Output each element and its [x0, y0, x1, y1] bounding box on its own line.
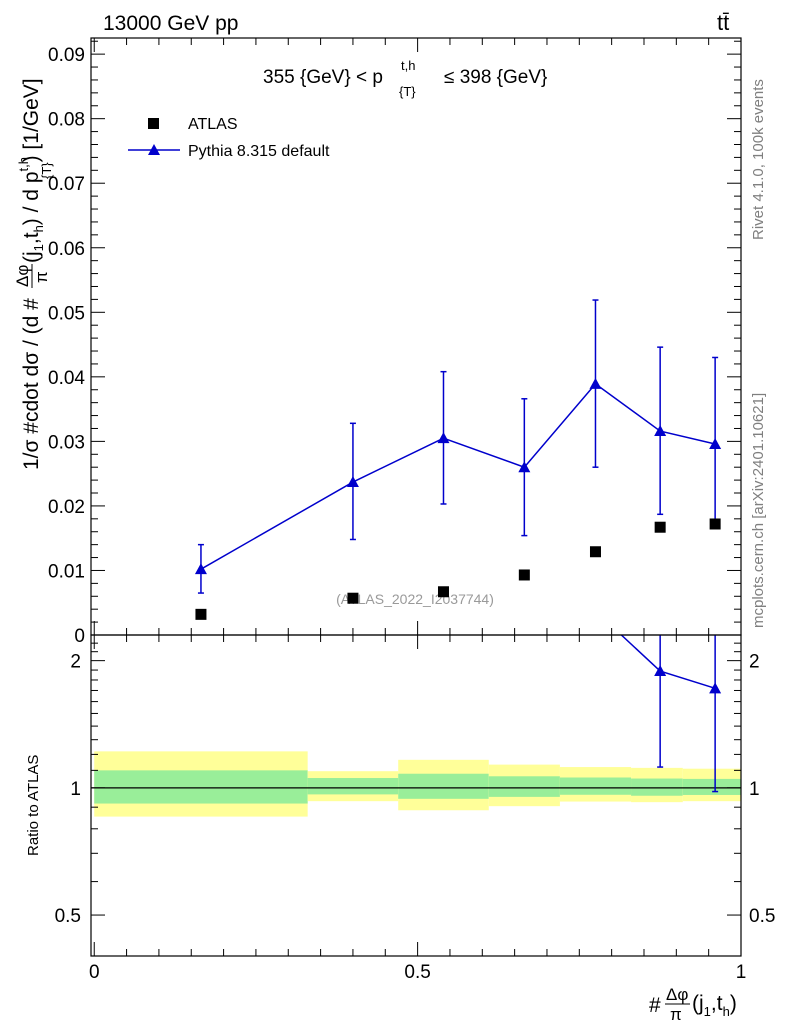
xlabel-part-b: (j — [692, 992, 704, 1015]
svg-text:355 {GeV} < p: 355 {GeV} < p — [263, 67, 383, 88]
legend-atlas-label: ATLAS — [188, 116, 238, 133]
pythia-point — [518, 461, 531, 473]
ylabel-frac-den: π — [32, 271, 51, 283]
ratio-uncertainty-bands — [91, 751, 741, 817]
main-y-tick-labels: 0 0.01 0.02 0.03 0.04 0.05 0.06 0.07 0.08 0.09 — [48, 45, 85, 647]
y-tick-label: 0.04 — [48, 368, 85, 389]
x-axis-label: # Δφ π (j1,th) — [649, 985, 737, 1024]
x-tick-labels: 0 0.5 1 — [89, 962, 746, 983]
ratio-band-green — [94, 770, 308, 804]
main-data-layer — [194, 299, 722, 620]
ratio-frame — [90, 634, 742, 957]
xlabel-frac-num: Δφ — [666, 985, 688, 1004]
ratio-band-green — [398, 773, 489, 799]
title-right: ≤ 398 {GeV} — [444, 67, 547, 88]
pythia-point — [437, 432, 450, 444]
legend: ATLAS Pythia 8.315 default — [128, 116, 330, 160]
y-tick-label: 0.03 — [48, 432, 85, 453]
ratio-y-axis-label: Ratio to ATLAS — [25, 755, 42, 856]
rivet-version-label: Rivet 4.1.0, 100k events — [750, 79, 767, 240]
mcplots-label: mcplots.cern.ch [arXiv:2401.10621] — [750, 393, 767, 628]
chart-title: 355 {GeV} < p t,h {T} ≤ 398 {GeV} — [263, 58, 547, 99]
ratio-band-green — [631, 778, 683, 796]
xlabel-part-d: ) — [730, 992, 737, 1015]
title-sup: t,h — [401, 58, 415, 73]
xlabel-sub2: h — [723, 1004, 730, 1019]
ratio-tick-labels: 0.5 0.5 1 1 2 2 — [55, 652, 776, 927]
atlas-point — [709, 518, 721, 530]
main-panel: 0 0.01 0.02 0.03 0.04 0.05 0.06 0.07 0.08 0.09 (A… — [48, 37, 742, 647]
y-tick-label: 0 — [74, 626, 85, 647]
legend-atlas-marker — [148, 118, 159, 129]
atlas-point — [195, 608, 207, 620]
pythia-point — [709, 437, 722, 449]
ylabel-sup3: t,h — [16, 157, 31, 171]
atlas-point — [589, 546, 601, 558]
ratio-pythia-point — [654, 665, 667, 677]
title-left: 355 {GeV} < p — [263, 67, 383, 88]
legend-pythia-label: Pythia 8.315 default — [188, 143, 330, 160]
ylabel-sub3: {T} — [39, 162, 54, 179]
ylabel-part-d: ) / d p — [20, 171, 43, 225]
y-tick-label: 0.09 — [48, 45, 85, 66]
ylabel-frac-num: Δφ — [13, 265, 32, 287]
pythia-line — [200, 382, 716, 570]
ratio-band-green — [488, 776, 560, 797]
xlabel-part-c: ,t — [711, 992, 723, 1015]
y-tick-label: 0.05 — [48, 303, 85, 324]
ylabel-sub1: 1 — [31, 244, 46, 251]
ratio-tick-label-right: 0.5 — [749, 906, 775, 927]
y-tick-label: 0.01 — [48, 561, 85, 582]
xlabel-frac-den: π — [670, 1005, 682, 1024]
main-axis-ticks — [91, 38, 742, 636]
pythia-point — [194, 563, 207, 575]
legend-pythia-marker — [148, 144, 160, 155]
ratio-pythia-point — [709, 682, 722, 694]
ylabel-part-a: 1/σ #cdot dσ / (d # — [20, 298, 43, 470]
y-tick-label: 0.06 — [48, 239, 85, 260]
ratio-tick-label-right: 2 — [749, 652, 760, 673]
pythia-point — [654, 425, 667, 437]
x-tick-label: 0.5 — [404, 962, 430, 983]
ratio-axis-ticks — [91, 635, 742, 956]
ratio-pythia-line — [620, 634, 716, 690]
main-y-axis-label: 1/σ #cdot dσ / (d # Δφ π (j1,th) / d pt,… — [13, 78, 54, 470]
ratio-data-layer — [620, 634, 722, 793]
title-sub: {T} — [399, 84, 416, 99]
y-tick-label: 0.07 — [48, 174, 85, 195]
y-tick-label: 0.02 — [48, 497, 85, 518]
ylabel-part-b: (j — [20, 251, 43, 263]
ratio-band-green — [559, 777, 632, 795]
ratio-band-green — [307, 778, 399, 795]
x-tick-label: 0 — [89, 962, 100, 983]
svg-text:1/σ #cdot dσ / (d #: 1/σ #cdot dσ / (d # — [20, 298, 43, 470]
ratio-tick-label-right: 1 — [749, 779, 760, 800]
xlabel-sub1: 1 — [704, 1004, 711, 1019]
ratio-tick-label: 1 — [70, 779, 81, 800]
ratio-tick-label: 2 — [70, 652, 81, 673]
xlabel-hash: # — [649, 994, 661, 1017]
pythia-point — [346, 476, 359, 488]
ratio-tick-label: 0.5 — [55, 906, 81, 927]
ylabel-part-c: ,t — [20, 232, 43, 244]
atlas-point — [518, 569, 530, 581]
svg-text:(j1,th) / d pt,h{T}) [1/GeV]: (j1,th) / d pt,h {T}) [1/GeV] — [16, 78, 54, 263]
header-process: tt̄ — [717, 10, 729, 35]
svg-text:(j1,th): (j1,th) — [692, 992, 737, 1019]
ratio-band-green — [682, 778, 741, 795]
header-energy: 13000 GeV pp — [103, 12, 238, 35]
pythia-point — [589, 377, 602, 389]
x-tick-label: 1 — [736, 962, 747, 983]
atlas-point — [437, 586, 449, 598]
y-tick-label: 0.08 — [48, 110, 85, 131]
ylabel-sub2: h — [31, 225, 46, 232]
ratio-panel: 0.5 0.5 1 1 2 2 — [55, 634, 776, 957]
atlas-point — [654, 521, 666, 533]
atlas-point — [347, 592, 359, 604]
analysis-watermark: (ATLAS_2022_I2037744) — [336, 591, 494, 607]
ylabel-part-e: ) [1/GeV] — [20, 78, 43, 162]
